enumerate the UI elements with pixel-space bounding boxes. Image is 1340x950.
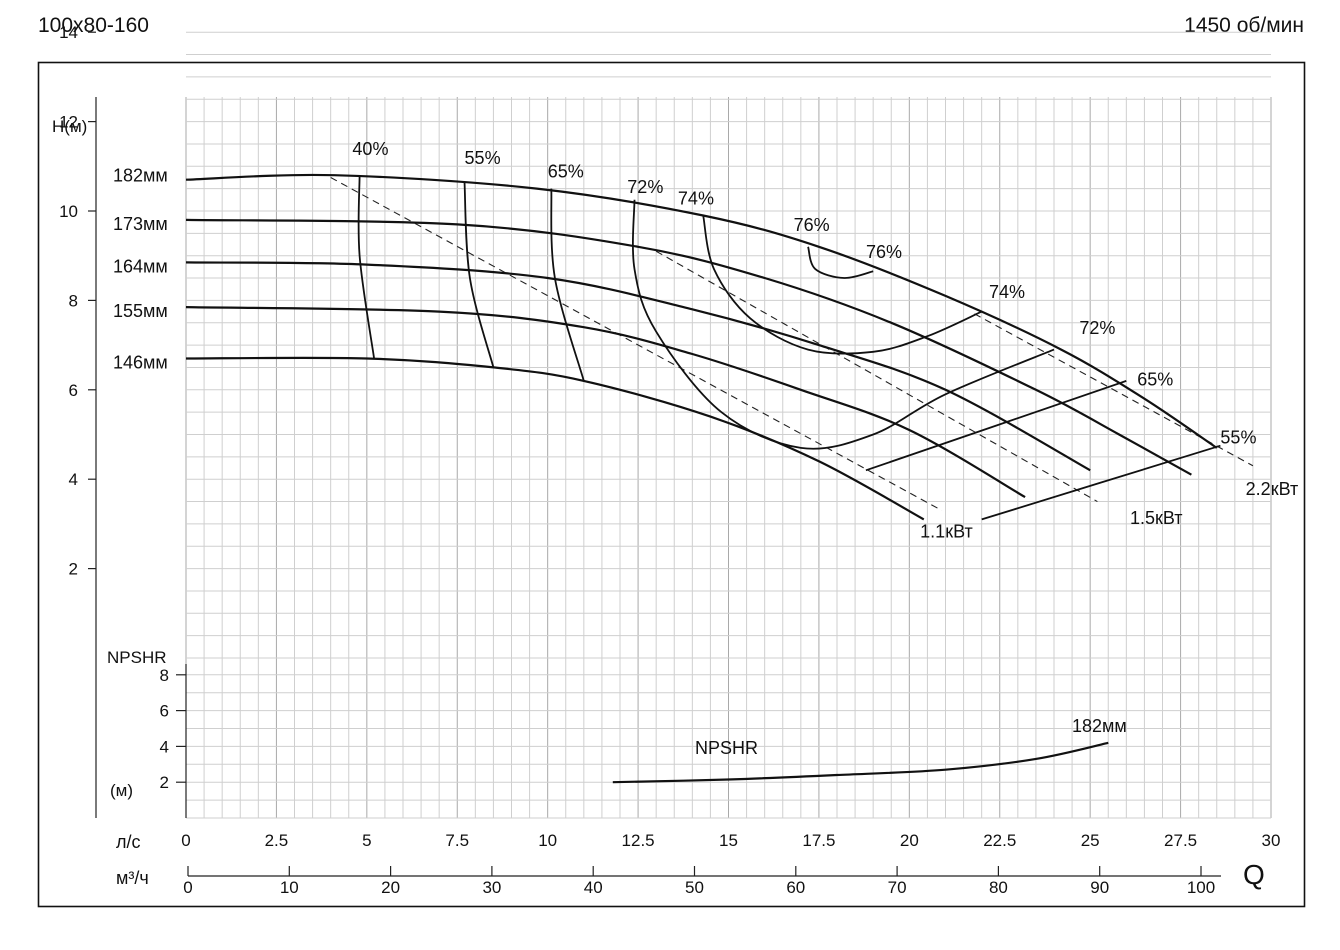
efficiency-label: 74% [678, 188, 714, 208]
head-curve-label: 182мм [113, 166, 168, 186]
efficiency-curves [357, 175, 1221, 521]
x-m3h-unit-label: м³/ч [116, 868, 149, 888]
x-m3h-tick-label: 10 [280, 878, 299, 897]
npshr-tick-label: 2 [160, 773, 169, 792]
efficiency-label: 65% [548, 161, 584, 181]
x-m3h-tick-label: 80 [989, 878, 1008, 897]
y-tick-label: 8 [69, 291, 78, 310]
y-tick-label: 14 [59, 23, 78, 42]
x-ls-unit-label: л/с [116, 832, 141, 852]
head-curve [185, 261, 1091, 472]
head-curve-label: 164мм [113, 256, 168, 276]
efficiency-curve [807, 246, 874, 279]
head-curve [185, 173, 1218, 449]
y-tick-label: 6 [69, 381, 78, 400]
npshr-curve [612, 741, 1109, 784]
power-label: 1.5кВт [1130, 508, 1183, 528]
efficiency-label: 72% [1079, 318, 1115, 338]
efficiency-label: 76% [794, 215, 830, 235]
x-m3h-tick-label: 40 [584, 878, 603, 897]
x-m3h-tick-label: 90 [1090, 878, 1109, 897]
efficiency-curve [702, 215, 983, 355]
x-ls-tick-label: 2.5 [265, 831, 289, 850]
power-line [330, 176, 943, 511]
efficiency-label: 55% [1220, 427, 1256, 447]
x-m3h-tick-label: 0 [183, 878, 192, 897]
head-curve [185, 218, 1192, 476]
efficiency-label: 76% [866, 242, 902, 262]
x-ls-tick-label: 27.5 [1164, 831, 1197, 850]
x-m3h-tick-label: 60 [786, 878, 805, 897]
x-m3h-tick-label: 100 [1187, 878, 1215, 897]
efficiency-curve [632, 199, 1055, 450]
efficiency-curve [981, 444, 1221, 521]
chart-frame [37, 61, 1306, 908]
head-curve-label: 173мм [113, 214, 168, 234]
grid [185, 31, 1272, 819]
efficiency-curve [550, 188, 585, 382]
x-ls-tick-label: 10 [538, 831, 557, 850]
x-m3h-tick-label: 20 [381, 878, 400, 897]
efficiency-curve [357, 175, 375, 359]
x-ls-tick-label: 22.5 [983, 831, 1016, 850]
efficiency-label: 65% [1137, 369, 1173, 389]
y-tick-label: 2 [69, 560, 78, 579]
npshr-unit-label: (м) [110, 781, 133, 800]
power-label: 2.2кВт [1246, 479, 1299, 499]
head-curve-label: 155мм [113, 301, 168, 321]
npshr-diameter-label: 182мм [1072, 716, 1127, 736]
efficiency-curve [865, 380, 1127, 472]
efficiency-label: 72% [627, 177, 663, 197]
npshr-tick-label: 6 [160, 702, 169, 721]
pump-model-label: 100x80-160 [38, 14, 149, 37]
head-curve-label: 146мм [113, 353, 168, 373]
head-curves [185, 173, 1218, 521]
npshr-tick-label: 4 [160, 737, 169, 756]
head-curve [185, 356, 925, 521]
y-tick-label: 12 [59, 113, 78, 132]
npshr-tick-label: 8 [160, 666, 169, 685]
labels: 1.1кВт 1.5кВт 2.2кВт 182мм 173мм 164мм 155мм 14… [113, 139, 1298, 758]
efficiency-label: 74% [989, 282, 1025, 302]
x-m3h-tick-label: 30 [482, 878, 501, 897]
efficiency-curve [463, 181, 495, 368]
x-ls-tick-label: 5 [362, 831, 371, 850]
x-ls-tick-label: 20 [900, 831, 919, 850]
npshr-axis-label: NPSHR [107, 648, 167, 667]
x-ls-tick-label: 17.5 [802, 831, 835, 850]
x-m3h-tick-label: 70 [888, 878, 907, 897]
q-axis-label: Q [1243, 859, 1265, 890]
efficiency-label: 40% [352, 139, 388, 159]
x-m3h-tick-label: 50 [685, 878, 704, 897]
rotation-speed-label: 1450 об/мин [1184, 14, 1304, 37]
x-ls-tick-label: 25 [1081, 831, 1100, 850]
power-label: 1.1кВт [920, 521, 973, 541]
x-ls-tick-label: 12.5 [622, 831, 655, 850]
y-tick-label: 10 [59, 202, 78, 221]
head-curve [185, 306, 1026, 499]
npshr-layer [612, 741, 1109, 784]
y-axis-label: H(м) [52, 117, 87, 136]
x-ls-tick-label: 15 [719, 831, 738, 850]
power-line [655, 250, 1098, 503]
x-ls-tick-label: 0 [181, 831, 190, 850]
efficiency-label: 55% [465, 148, 501, 168]
npshr-curve-label: NPSHR [695, 738, 758, 758]
x-ls-tick-label: 7.5 [445, 831, 469, 850]
y-tick-label: 4 [69, 470, 78, 489]
x-ls-tick-label: 30 [1262, 831, 1281, 850]
